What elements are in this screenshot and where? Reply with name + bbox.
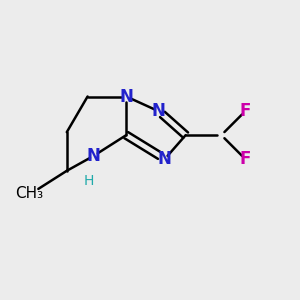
Text: N: N (158, 150, 172, 168)
Text: F: F (239, 150, 251, 168)
Text: CH₃: CH₃ (16, 186, 44, 201)
Text: F: F (239, 102, 251, 120)
Text: N: N (119, 88, 133, 106)
Text: N: N (152, 102, 166, 120)
Text: N: N (87, 147, 100, 165)
Text: H: H (84, 174, 94, 188)
